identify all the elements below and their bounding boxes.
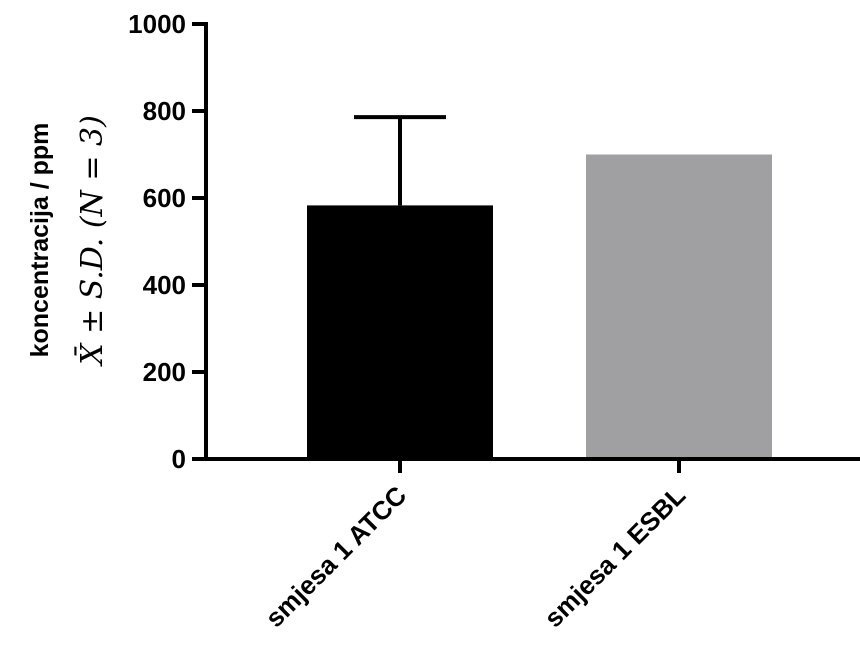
y-axis-sublabel: X̄ ± S.D. (N = 3) — [74, 115, 110, 367]
y-tick-label: 200 — [143, 357, 186, 387]
x-axis-ticks: smjesa 1 ATCC smjesa 1 ESBL — [259, 459, 691, 633]
y-tick-label: 400 — [143, 270, 186, 300]
bars — [307, 154, 772, 459]
y-axis-label: koncentracija / ppm — [26, 123, 54, 358]
error-bars — [354, 115, 446, 206]
y-tick-label: 1000 — [128, 9, 186, 39]
y-axis-ticks: 0 200 400 600 800 1000 — [128, 9, 206, 474]
bar — [586, 154, 772, 459]
y-tick-label: 800 — [143, 96, 186, 126]
x-tick-label: smjesa 1 ESBL — [538, 480, 691, 633]
y-axis-title: koncentracija / ppm X̄ ± S.D. (N = 3) — [26, 115, 110, 367]
y-tick-label: 600 — [143, 183, 186, 213]
x-tick-label: smjesa 1 ATCC — [259, 480, 412, 633]
y-tick-label: 0 — [172, 444, 186, 474]
bar — [307, 205, 493, 459]
